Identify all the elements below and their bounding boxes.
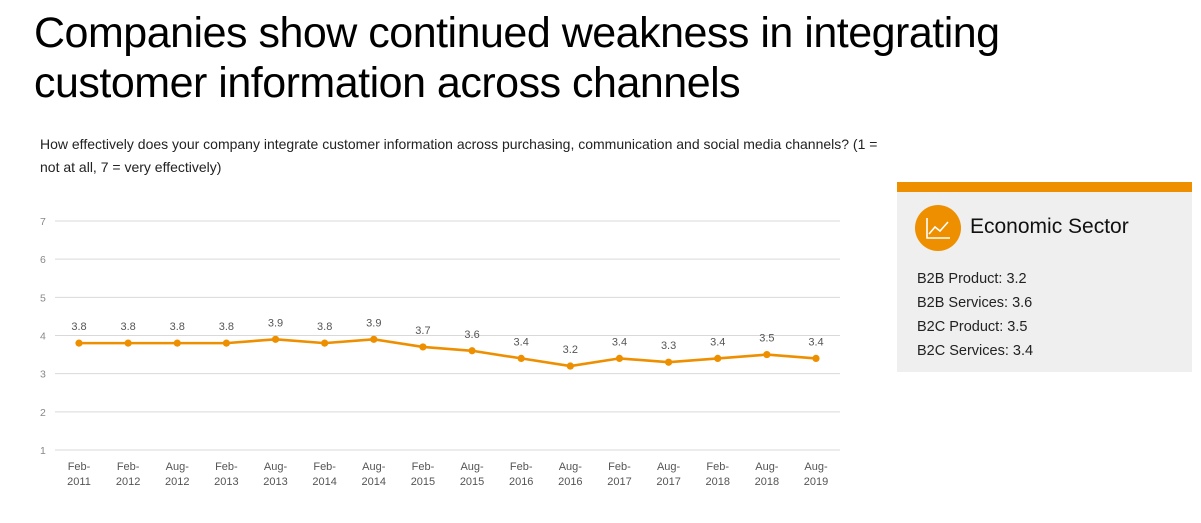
data-label: 3.4: [612, 336, 627, 348]
sidebar-heading: Economic Sector: [970, 215, 1129, 238]
data-point: [173, 339, 181, 347]
y-tick-label: 3: [40, 369, 46, 381]
y-tick-label: 1: [40, 445, 46, 457]
y-tick-label: 4: [40, 331, 46, 343]
x-tick-label: Aug-2013: [263, 461, 287, 488]
x-tick-label: Feb-2015: [411, 461, 435, 488]
series-line: [79, 338, 817, 368]
data-point: [271, 335, 280, 343]
x-tick-label: Aug-2017: [656, 461, 680, 488]
data-label: 3.4: [808, 336, 823, 348]
data-point: [321, 339, 329, 347]
sector-item: B2C Services: 3.4: [917, 343, 1034, 359]
data-point: [468, 347, 476, 355]
x-tick-label: Aug-2019: [804, 461, 828, 488]
x-tick-label: Feb-2012: [116, 461, 140, 488]
data-point: [714, 354, 722, 362]
x-tick-label: Aug-2014: [362, 461, 386, 488]
data-label: 3.8: [219, 321, 234, 333]
x-tick-label: Feb-2011: [67, 461, 91, 488]
line-chart: 1 2 3 4 5 6 7 3.8 3.8 3.8 3.8 3.9 3.8 3.9 3.7 3.6 3.4 3.2…: [40, 216, 840, 488]
data-point: [615, 354, 624, 362]
y-tick-label: 5: [40, 292, 46, 304]
data-point: [370, 335, 378, 343]
data-point: [75, 339, 83, 347]
data-label: 3.8: [317, 321, 332, 333]
y-tick-label: 7: [40, 216, 46, 228]
data-point: [419, 343, 427, 351]
sector-item: B2C Product: 3.5: [917, 319, 1028, 335]
data-label: 3.8: [170, 321, 185, 333]
page-title: Companies show continued weakness in int…: [34, 9, 1000, 107]
x-tick-label: Feb-2014: [312, 461, 336, 488]
data-label: 3.5: [759, 333, 774, 345]
economic-sector-panel: Economic Sector B2B Product: 3.2 B2B Ser…: [897, 182, 1192, 372]
data-label: 3.4: [514, 336, 529, 348]
y-tick-label: 6: [40, 254, 46, 266]
line-chart-icon: [915, 205, 961, 251]
sector-item: B2B Product: 3.2: [917, 271, 1027, 287]
data-label: 3.8: [120, 321, 135, 333]
data-point: [812, 354, 820, 362]
data-label: 3.7: [415, 325, 430, 337]
chart-subtitle: How effectively does your company integr…: [40, 136, 878, 175]
data-label: 3.2: [563, 344, 578, 356]
data-point: [124, 339, 132, 347]
data-point: [763, 350, 771, 359]
y-tick-label: 2: [40, 407, 46, 419]
x-tick-label: Feb-2018: [705, 461, 729, 488]
x-tick-label: Aug-2015: [460, 461, 484, 488]
x-tick-label: Feb-2017: [607, 461, 631, 488]
x-tick-label: Feb-2016: [509, 461, 533, 488]
data-label: 3.9: [366, 317, 381, 329]
data-point: [665, 358, 673, 366]
panel-accent-bar: [897, 182, 1192, 192]
data-label: 3.4: [710, 336, 725, 348]
data-point: [517, 354, 525, 362]
data-label: 3.3: [661, 340, 676, 352]
x-tick-label: Feb-2013: [214, 461, 238, 488]
data-label: 3.8: [71, 321, 86, 333]
x-tick-label: Aug-2018: [755, 461, 779, 488]
data-label: 3.9: [268, 317, 283, 329]
data-label: 3.6: [464, 329, 479, 341]
x-tick-label: Aug-2016: [558, 461, 582, 488]
data-point: [222, 339, 230, 347]
data-point: [566, 362, 574, 370]
x-tick-label: Aug-2012: [165, 461, 189, 488]
sector-list: B2B Product: 3.2 B2B Services: 3.6 B2C P…: [917, 267, 1033, 363]
sector-item: B2B Services: 3.6: [917, 295, 1033, 311]
